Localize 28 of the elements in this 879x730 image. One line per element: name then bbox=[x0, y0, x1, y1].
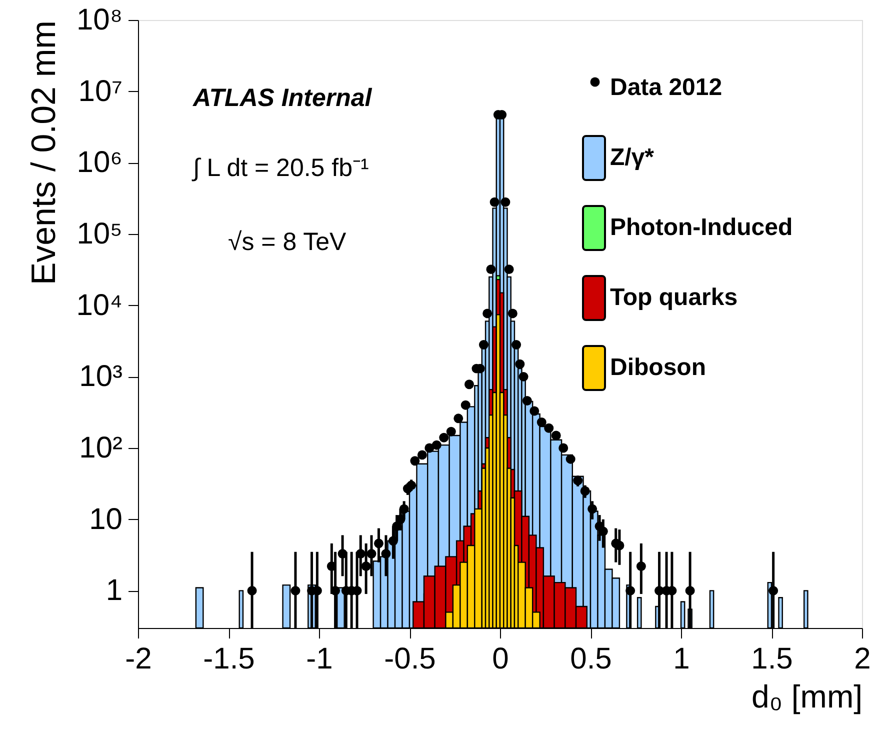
x-tick-label: 0.5 bbox=[570, 642, 612, 676]
legend-label: Top quarks bbox=[610, 284, 738, 311]
y-tick-label: 10 bbox=[89, 502, 122, 536]
x-tick-label: -0.5 bbox=[384, 642, 436, 676]
x-tick-label: 0 bbox=[492, 642, 509, 676]
x-tick-label: -2 bbox=[125, 642, 152, 676]
y-axis-title: Events / 0.02 mm bbox=[25, 20, 64, 286]
y-tick-label: 1 bbox=[106, 574, 122, 608]
annotation: √s = 8 TeV bbox=[228, 228, 347, 256]
x-tick-label: 2 bbox=[854, 642, 871, 676]
annotation: ATLAS Internal bbox=[192, 84, 373, 112]
y-tick-label: 10⁸ bbox=[76, 4, 122, 36]
y-tick-label: 10⁴ bbox=[76, 288, 122, 322]
x-tick-label: 1 bbox=[673, 642, 690, 676]
x-tick-label: -1 bbox=[306, 642, 333, 676]
y-tick-label: 10² bbox=[79, 432, 123, 465]
legend-label: Photon-Induced bbox=[610, 214, 793, 241]
y-tick-label: 10³ bbox=[79, 360, 123, 394]
legend-label: Z/γ* bbox=[610, 144, 655, 171]
legend-label: Data 2012 bbox=[610, 74, 722, 101]
x-tick-label: -1.5 bbox=[203, 642, 255, 676]
x-axis-title: d₀ [mm] bbox=[751, 678, 862, 714]
legend-label: Diboson bbox=[610, 354, 706, 381]
y-tick-label: 10⁶ bbox=[76, 146, 122, 180]
y-tick-label: 10⁷ bbox=[78, 74, 122, 108]
annotation: ∫ L dt = 20.5 fb⁻¹ bbox=[191, 154, 369, 182]
x-tick-label: 1.5 bbox=[751, 642, 793, 676]
y-tick-label: 10⁵ bbox=[76, 218, 122, 251]
